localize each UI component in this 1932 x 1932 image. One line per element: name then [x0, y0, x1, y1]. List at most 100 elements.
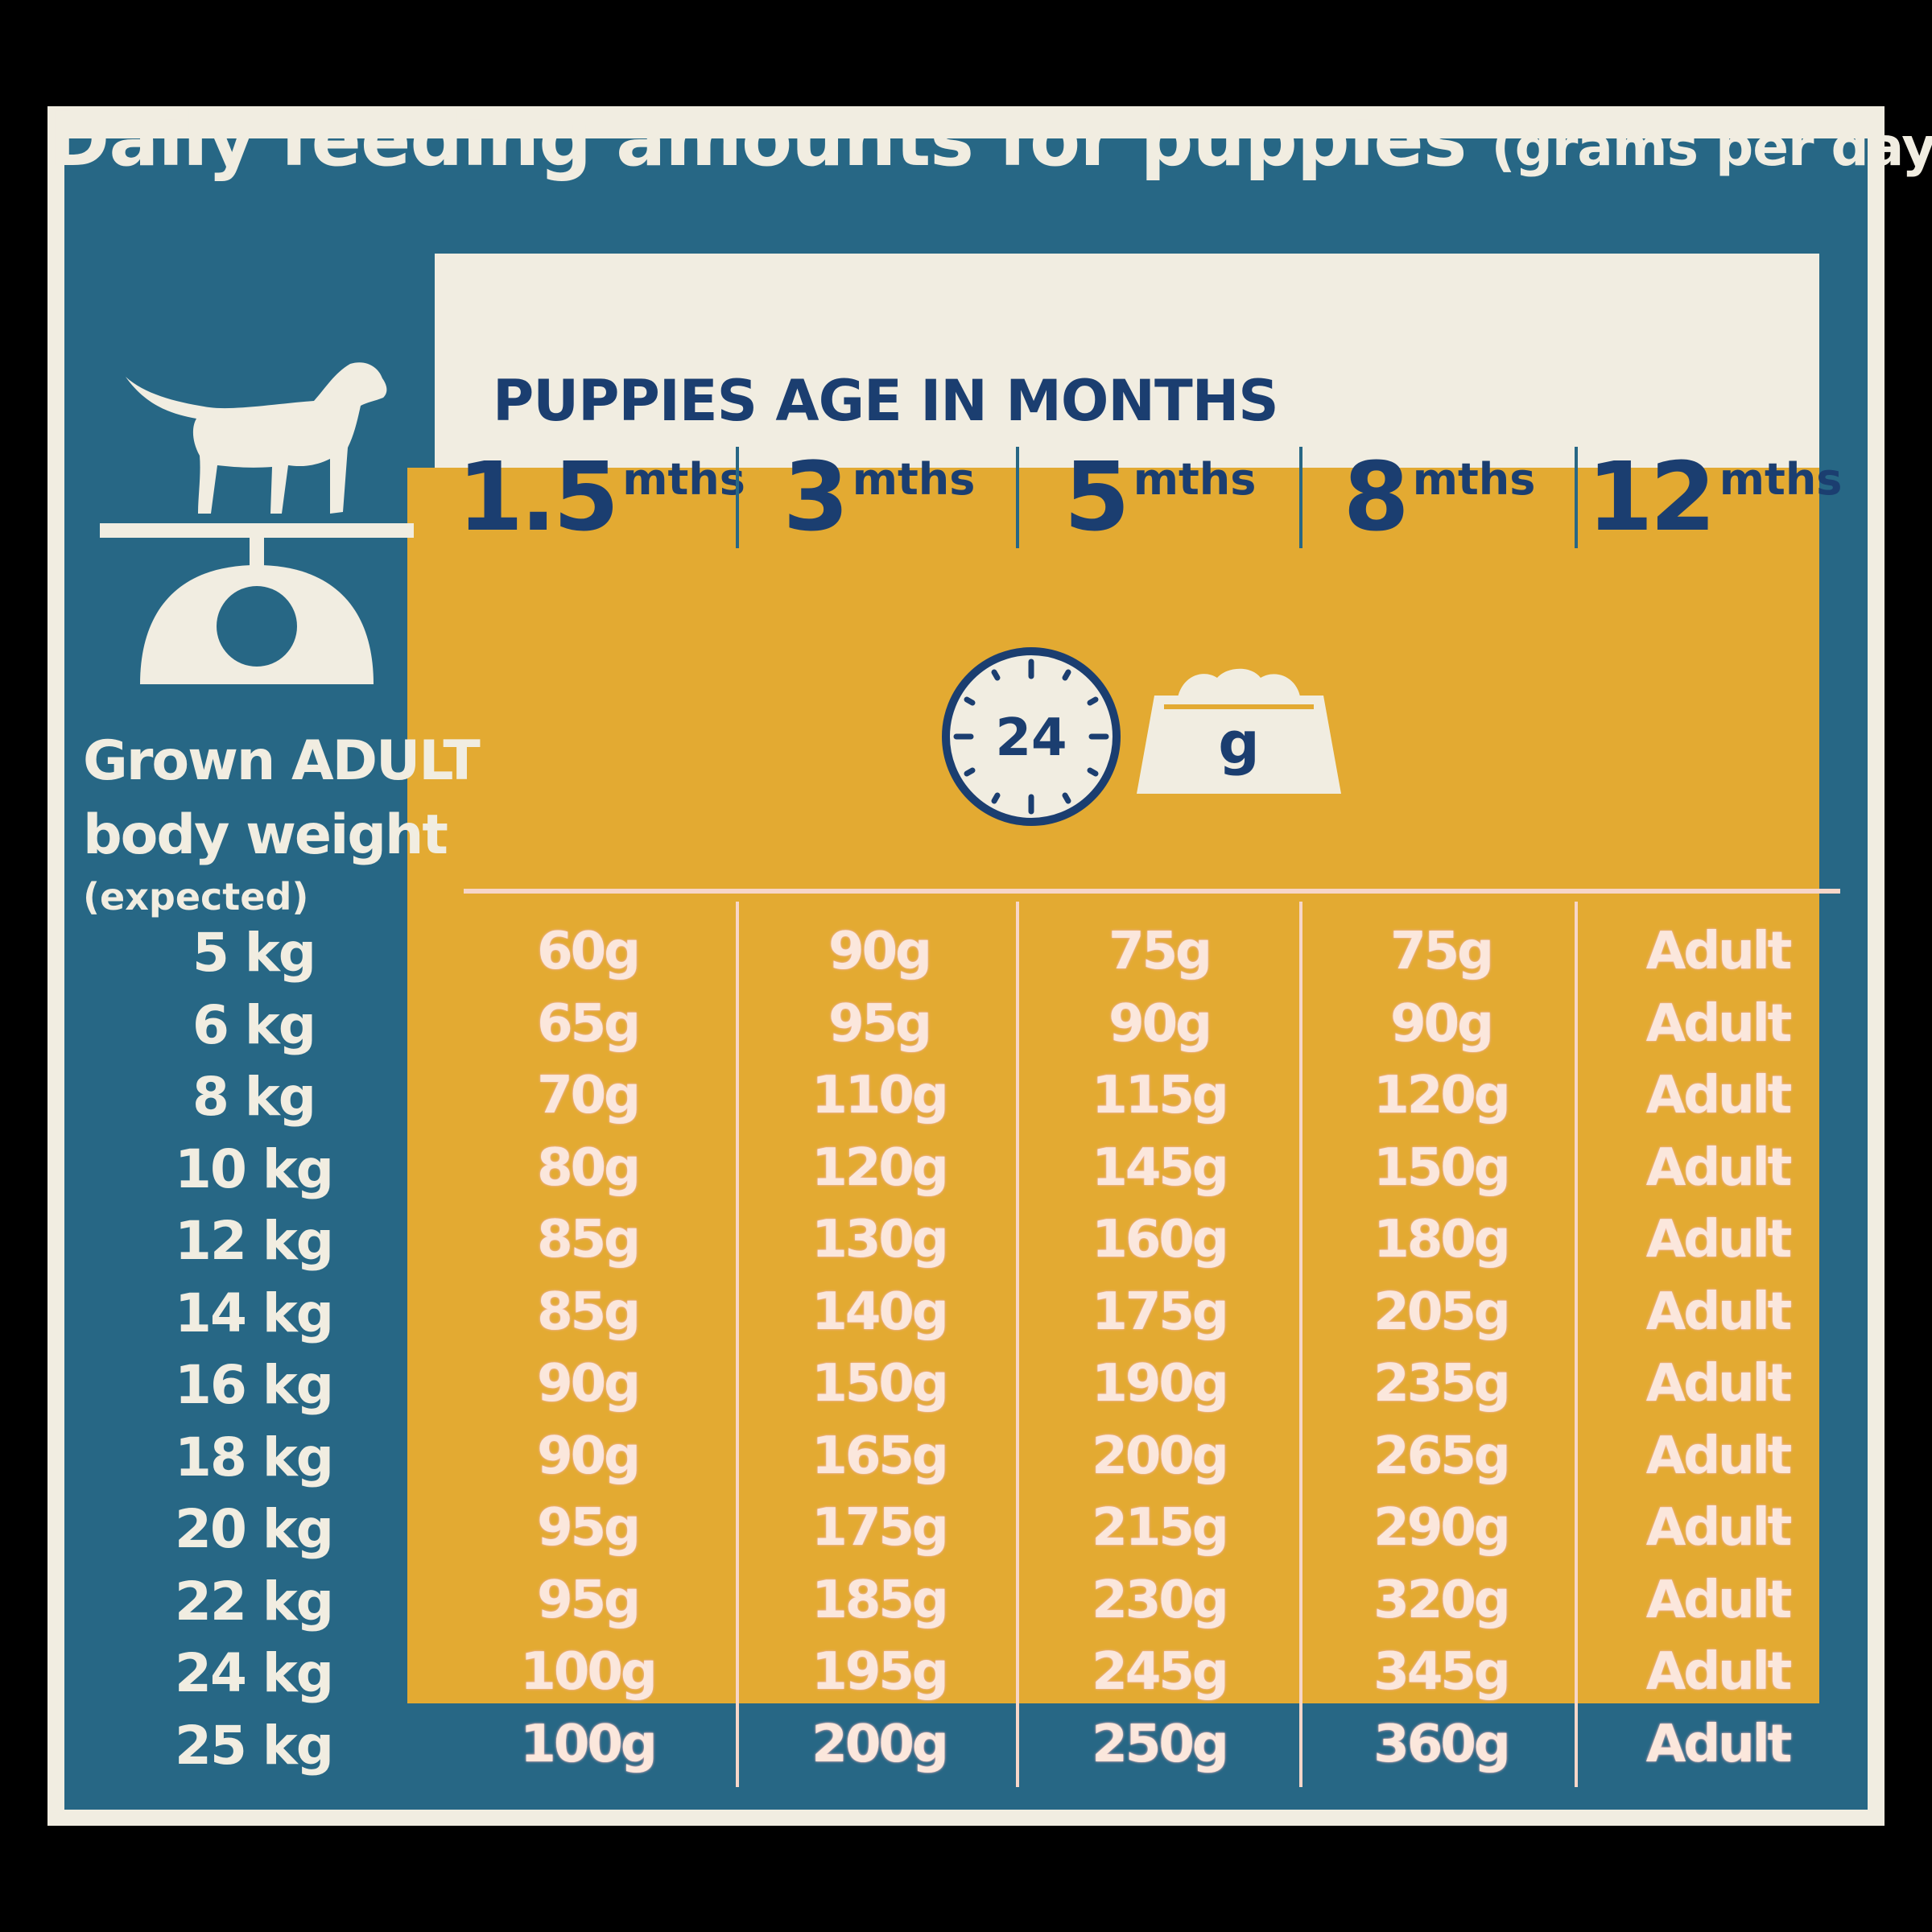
- feeding-table-panel: [407, 468, 1819, 1703]
- table-cell: Adult: [1645, 993, 1792, 1054]
- table-cell: 70g: [537, 1066, 641, 1125]
- age-column-header: 8 mths: [1301, 441, 1578, 552]
- table-header-divider: [464, 889, 1840, 894]
- table-cell: 175g: [811, 1498, 948, 1558]
- bowl-label: g: [1218, 709, 1260, 777]
- age-header-divider: [1299, 447, 1302, 548]
- table-cell: 100g: [520, 1642, 657, 1702]
- table-cell: 90g: [828, 922, 932, 981]
- table-cell: 90g: [537, 1354, 641, 1414]
- food-bowl-icon: g: [1137, 668, 1341, 794]
- age-column-number: 12: [1587, 441, 1716, 552]
- age-header-divider: [1575, 447, 1578, 548]
- age-header-divider: [1016, 447, 1019, 548]
- table-cell: 145g: [1092, 1137, 1228, 1198]
- weight-label-line2: body weight: [83, 803, 448, 867]
- title-main: Daily feeding amounts for puppies: [48, 97, 1467, 183]
- table-cell: 150g: [1373, 1137, 1510, 1198]
- table-cell: 65g: [537, 993, 641, 1054]
- title-suffix: (grams per day):: [1491, 116, 1932, 178]
- table-cell: 140g: [811, 1282, 948, 1342]
- table-cell: 180g: [1373, 1210, 1510, 1269]
- table-cell: 320g: [1373, 1570, 1510, 1630]
- table-cell: 115g: [1092, 1066, 1228, 1125]
- table-cell: Adult: [1645, 1426, 1792, 1486]
- table-cell: Adult: [1645, 1570, 1792, 1630]
- table-cell: 95g: [828, 993, 932, 1054]
- row-weight-label: 25 kg: [175, 1714, 334, 1777]
- dog-on-scale-icon: [100, 362, 414, 684]
- table-cell: 245g: [1092, 1642, 1228, 1702]
- age-column-header: 1.5 mths: [457, 441, 745, 552]
- age-column-header: 3 mths: [739, 441, 1019, 552]
- table-column-divider: [1016, 902, 1019, 1787]
- row-weight-label: 6 kg: [192, 993, 316, 1056]
- age-column-number: 8: [1343, 441, 1410, 552]
- table-cell: 150g: [811, 1354, 948, 1414]
- table-cell: Adult: [1645, 1282, 1792, 1342]
- age-heading: PUPPIES AGE IN MONTHS: [493, 368, 1279, 434]
- row-weight-label: 18 kg: [175, 1426, 334, 1488]
- table-cell: 360g: [1373, 1714, 1510, 1774]
- age-column-number: 1.5: [457, 441, 619, 552]
- age-column-number: 5: [1063, 441, 1130, 552]
- table-cell: 90g: [537, 1426, 641, 1486]
- table-cell: 110g: [811, 1066, 948, 1125]
- table-cell: 235g: [1373, 1354, 1510, 1414]
- weight-label: Grown ADULT body weight (expected): [83, 724, 481, 921]
- table-cell: Adult: [1645, 922, 1792, 981]
- clock-label: 24: [995, 708, 1067, 768]
- age-header-divider: [736, 447, 739, 548]
- row-weight-label: 14 kg: [175, 1282, 334, 1344]
- table-cell: Adult: [1645, 1714, 1792, 1774]
- row-weight-label: 10 kg: [175, 1137, 334, 1200]
- weight-label-line1: Grown ADULT: [83, 729, 481, 793]
- table-cell: 175g: [1092, 1282, 1228, 1342]
- table-cell: 130g: [811, 1210, 948, 1269]
- table-column-divider: [1575, 902, 1578, 1787]
- row-weight-label: 20 kg: [175, 1498, 334, 1560]
- table-cell: 165g: [811, 1426, 948, 1486]
- age-column-unit: mths: [1412, 454, 1536, 505]
- table-cell: Adult: [1645, 1498, 1792, 1558]
- table-cell: 185g: [811, 1570, 948, 1630]
- table-cell: 230g: [1092, 1570, 1228, 1630]
- row-weight-label: 5 kg: [192, 922, 316, 984]
- table-cell: 95g: [537, 1498, 641, 1558]
- page-title: Daily feeding amounts for puppies (grams…: [48, 97, 1932, 183]
- table-cell: Adult: [1645, 1137, 1792, 1198]
- row-weight-label: 12 kg: [175, 1210, 334, 1272]
- table-cell: 120g: [811, 1137, 948, 1198]
- table-cell: 190g: [1092, 1354, 1228, 1414]
- table-cell: 85g: [537, 1210, 641, 1269]
- weight-label-line3: (expected): [83, 875, 309, 919]
- table-cell: 200g: [811, 1714, 948, 1774]
- table-column-divider: [1299, 902, 1302, 1787]
- table-cell: 215g: [1092, 1498, 1228, 1558]
- table-cell: 85g: [537, 1282, 641, 1342]
- table-cell: 250g: [1092, 1714, 1228, 1774]
- table-cell: Adult: [1645, 1066, 1792, 1125]
- table-cell: 90g: [1390, 993, 1494, 1054]
- table-cell: Adult: [1645, 1354, 1792, 1414]
- table-cell: 120g: [1373, 1066, 1510, 1125]
- table-cell: 60g: [537, 922, 641, 981]
- age-column-number: 3: [782, 441, 849, 552]
- row-weight-label: 22 kg: [175, 1570, 334, 1633]
- table-cell: 75g: [1108, 922, 1212, 981]
- table-cell: 80g: [537, 1137, 641, 1198]
- table-cell: 205g: [1373, 1282, 1510, 1342]
- table-cell: 200g: [1092, 1426, 1228, 1486]
- table-cell: Adult: [1645, 1642, 1792, 1702]
- table-cell: 95g: [537, 1570, 641, 1630]
- clock-24-icon: 24: [942, 647, 1121, 826]
- table-cell: 100g: [520, 1714, 657, 1774]
- age-column-unit: mths: [852, 454, 976, 505]
- age-column-unit: mths: [1719, 454, 1843, 505]
- table-cell: 265g: [1373, 1426, 1510, 1486]
- row-weight-label: 16 kg: [175, 1354, 334, 1416]
- table-cell: Adult: [1645, 1210, 1792, 1269]
- age-column-unit: mths: [1133, 454, 1257, 505]
- row-weight-label: 8 kg: [192, 1066, 316, 1128]
- table-cell: 345g: [1373, 1642, 1510, 1702]
